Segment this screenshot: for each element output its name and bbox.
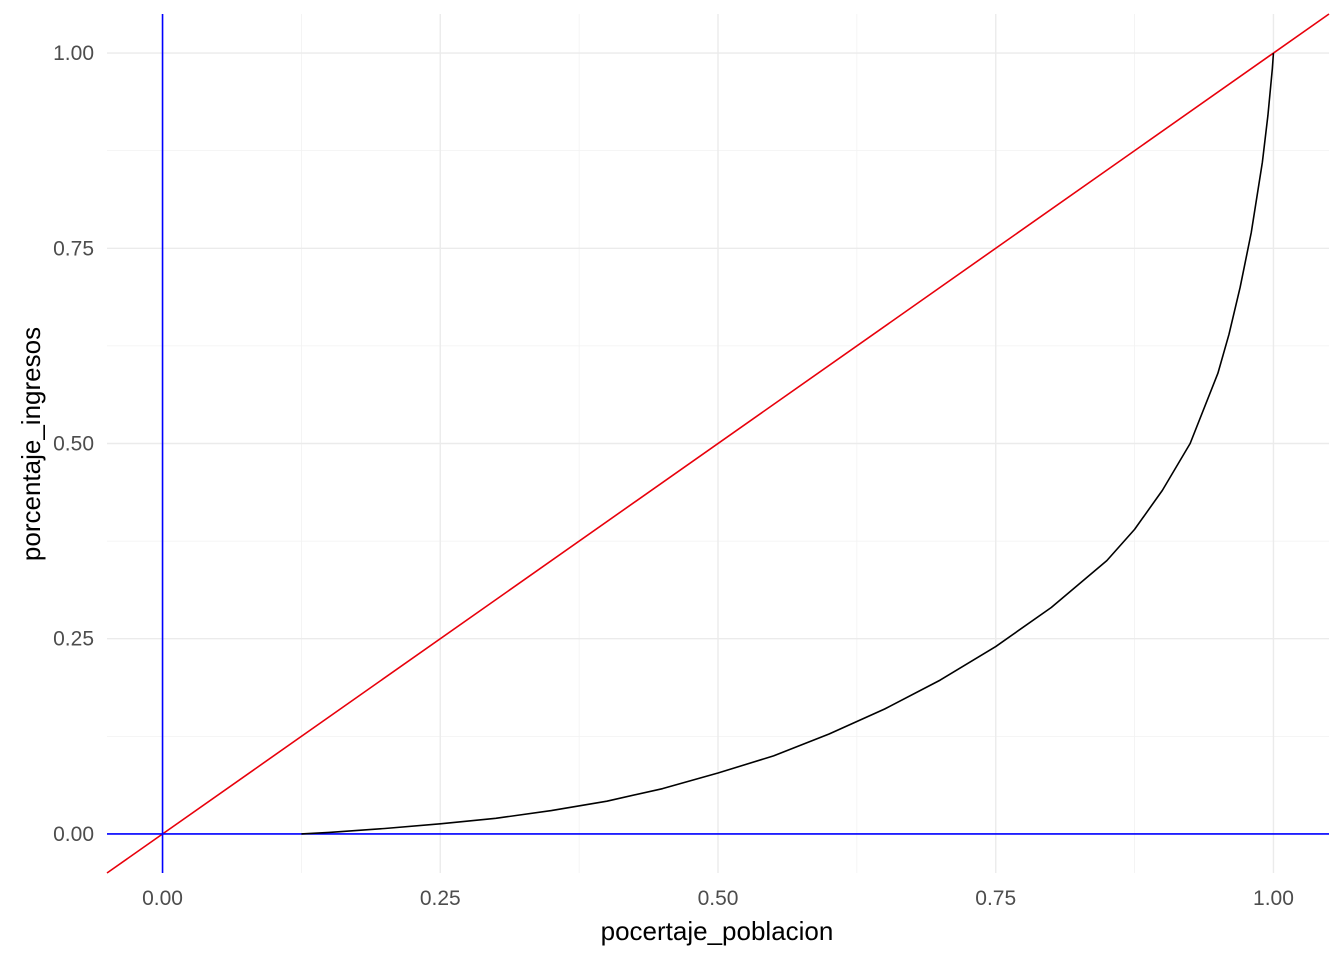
x-tick-label: 0.25 [420,887,461,910]
x-axis-title: pocertaje_poblacion [601,916,834,946]
lorenz-curve-line [301,52,1275,835]
x-tick-label: 1.00 [1253,887,1294,910]
y-tick-label: 0.50 [53,433,94,456]
equality-diagonal-line [106,13,1330,874]
x-tick-label: 0.50 [698,887,739,910]
y-tick-label: 0.00 [53,823,94,846]
x-tick-label: 0.00 [142,887,183,910]
x-tick-label: 0.75 [975,887,1016,910]
x-axis-ticks: 0.00 0.25 0.50 0.75 1.00 [142,887,1294,910]
y-tick-label: 1.00 [53,42,94,65]
y-tick-label: 0.25 [53,628,94,651]
y-axis-ticks: 0.00 0.25 0.50 0.75 1.00 [53,42,94,846]
data-series [301,52,1275,835]
y-axis-title: porcentaje_ingresos [16,327,46,561]
y-tick-label: 0.75 [53,237,94,260]
